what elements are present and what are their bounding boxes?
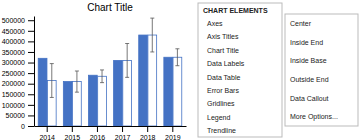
error-bar [75,71,79,92]
panel-item[interactable]: Data Labels [207,60,245,67]
tick-label: 2014 [39,134,55,140]
y-axis: 0 50000 100000 150000 200000 250000 300000 3500… [2,17,35,130]
x-axis: 2014 2015 2016 2017 2018 2019 [35,126,187,140]
submenu-item[interactable]: Inside End [290,39,323,46]
tick-mark [28,63,34,64]
tick-mark [28,20,34,21]
error-bar [175,49,179,66]
tick-mark [28,73,34,74]
tick-label: 2015 [65,134,81,140]
tick: 400000 [2,38,34,45]
axis-line [35,126,187,127]
bar [164,57,173,126]
axis-line [34,17,35,127]
submenu-item[interactable]: More Options... [290,113,338,121]
panel-item[interactable]: Trendline [207,127,236,134]
tick-label: 0 [21,123,25,130]
tick-label: 300000 [2,59,25,66]
title: Chart Title [87,2,133,13]
tick-label: 100000 [2,102,25,109]
tick-label: 2019 [165,134,181,140]
bar [114,60,123,126]
error-bar [125,44,129,78]
tick-mark [122,126,123,132]
tick: 450000 [2,28,34,35]
panel-item[interactable]: Axes [207,20,223,27]
tick: 350000 [2,49,34,56]
tick: 2019 [165,126,181,140]
panel-frame [198,3,282,137]
plot: 2014 2015 2016 2017 2018 2019 0 50000 100000 1500… [2,17,187,140]
bar [88,75,97,126]
bar [173,57,182,126]
submenu-frame [285,14,358,126]
panel-item[interactable]: Axis Titles [207,33,239,40]
tick: 50000 [6,112,34,119]
chart-root: 2014 2015 2016 2017 2018 2019 0 50000 100000 1500… [0,0,361,140]
panel-item[interactable]: Error Bars [207,87,239,94]
panel-item[interactable]: Data Table [207,74,240,81]
tick-mark [28,115,34,116]
tick-label: 500000 [2,17,25,24]
tick: 2015 [65,126,81,140]
submenu-item[interactable]: Data Callout [290,95,329,102]
tick-label: 400000 [2,38,25,45]
error-bar [100,70,104,83]
tick-mark [28,41,34,42]
tick: 250000 [2,70,34,77]
bar [38,58,47,126]
tick: 2017 [115,126,131,140]
tick-label: 450000 [2,28,25,35]
elements-panel: CHART ELEMENTS Axes Axis Titles Chart Title… [198,3,282,137]
tick: 100000 [2,102,34,109]
tick-mark [72,126,73,132]
submenu-item[interactable]: Outside End [290,76,329,83]
tick-mark [28,84,34,85]
tick: 2016 [90,126,106,140]
tick-label: 2018 [140,134,156,140]
tick-mark [172,126,173,132]
tick: 2018 [140,126,156,140]
tick: 150000 [2,91,34,98]
tick: 500000 [2,17,34,24]
error-bar [150,18,154,52]
marks [38,18,182,126]
series [47,18,181,126]
tick-label: 350000 [2,49,25,56]
submenu: Center Inside End Inside Base Outside End Da… [285,14,358,126]
tick-label: 2017 [115,134,131,140]
tick-mark [28,94,34,95]
panel-item[interactable]: Gridlines [207,100,235,107]
bar [139,35,148,126]
tick: 300000 [2,59,34,66]
tick-mark [147,126,148,132]
tick-label: 200000 [2,80,25,87]
bar [98,76,107,126]
panel-header: CHART ELEMENTS [203,7,268,14]
submenu-item[interactable]: Center [290,20,312,27]
tick-label: 2016 [90,134,106,140]
submenu-item[interactable]: Inside Base [290,57,327,64]
tick-mark [47,126,48,132]
tick-mark [28,126,34,127]
error-bar [50,64,54,98]
tick: 200000 [2,80,34,87]
bar [63,82,72,126]
tick-label: 250000 [2,70,25,77]
tick-mark [97,126,98,132]
tick-mark [28,52,34,53]
panel-item[interactable]: Chart Title [207,47,239,54]
tick-label: 150000 [2,91,25,98]
tick: 0 [21,123,34,130]
tick-mark [28,105,34,106]
tick-label: 50000 [6,112,26,119]
tick-mark [28,31,34,32]
panel-item[interactable]: Legend [207,114,230,122]
tick: 2014 [39,126,55,140]
